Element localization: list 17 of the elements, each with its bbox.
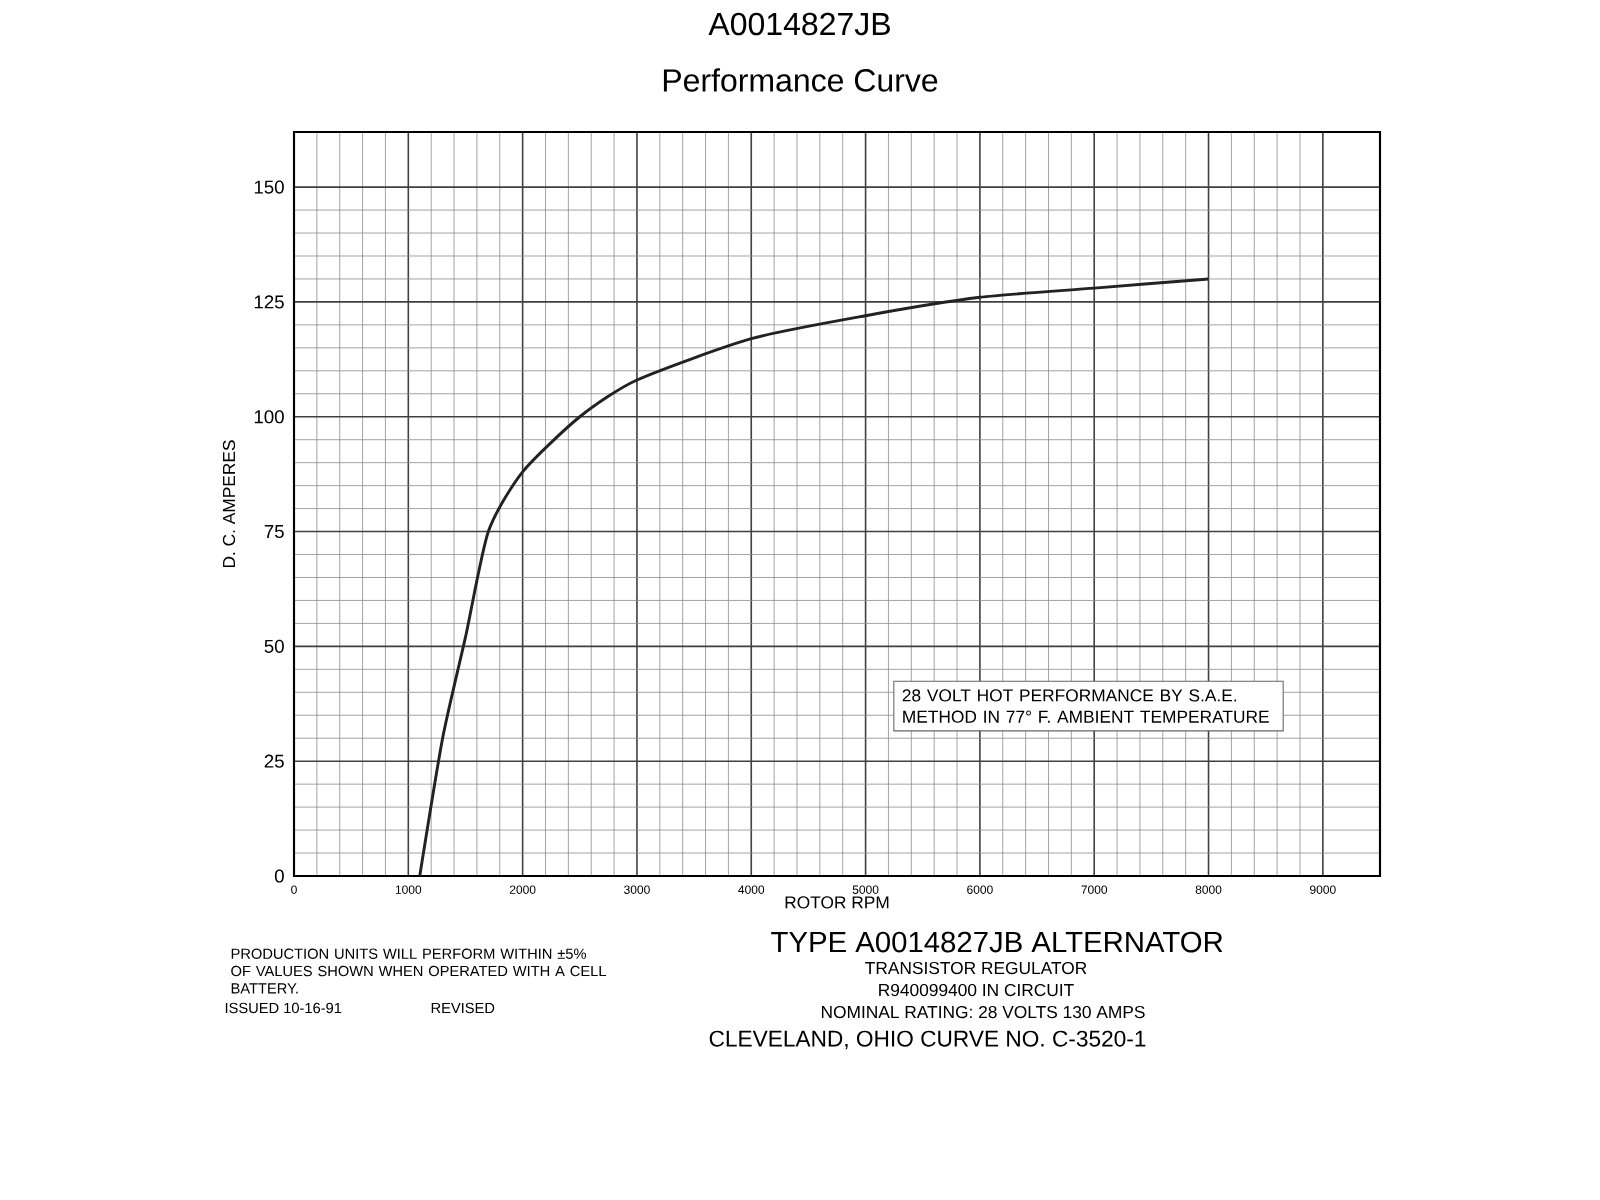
y-tick-label: 25 xyxy=(264,754,284,768)
y-axis-title: D. C. AMPERES xyxy=(222,440,236,568)
y-tick-label: 100 xyxy=(254,410,284,424)
chart-title: A0014827JB xyxy=(708,12,890,36)
text: R940099400 IN CIRCUIT xyxy=(879,983,1074,997)
y-tick-label: 150 xyxy=(254,180,284,194)
y-tick-label: 50 xyxy=(264,639,284,653)
y-tick-label: 125 xyxy=(254,295,284,309)
y-tick-label: 75 xyxy=(264,525,284,539)
x-axis-title: ROTOR RPM xyxy=(785,896,889,909)
text: TRANSISTOR REGULATOR xyxy=(865,961,1087,975)
chart-subtitle: Performance Curve xyxy=(663,68,938,92)
text: NOMINAL RATING: 28 VOLTS 130 AMPS xyxy=(821,1005,1145,1019)
annotation: 28 VOLT HOT PERFORMANCE BY S.A.E. METHOD IN 77° F. AMBIENT TEMPERATURE xyxy=(902,689,1269,723)
text: TYPE A0014827JB ALTERNATOR xyxy=(771,931,1223,953)
y-tick-label: 0 xyxy=(274,869,284,883)
text: CLEVELAND, OHIO CURVE NO. C-3520-1 xyxy=(709,1030,1146,1050)
